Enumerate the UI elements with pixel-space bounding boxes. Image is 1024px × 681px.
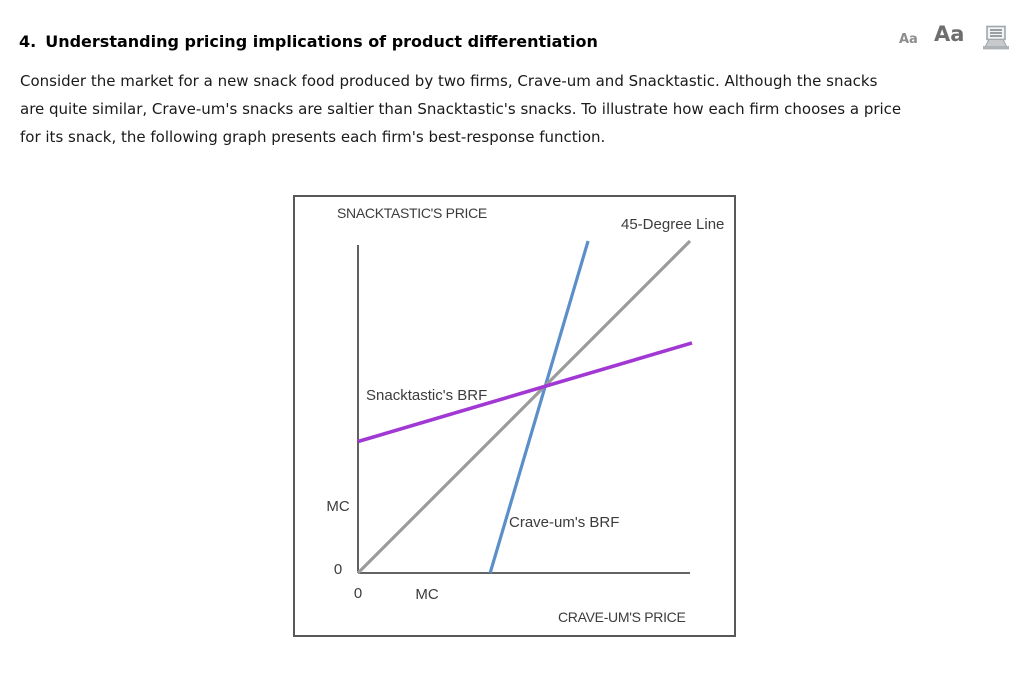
intro-line: Consider the market for a new snack food… — [20, 72, 878, 90]
printer-icon — [983, 25, 1009, 50]
intro-line: are quite similar, Crave-um's snacks are… — [20, 99, 902, 118]
print-button[interactable] — [981, 25, 1011, 51]
y-axis-title: SNACKTASTIC'S PRICE — [337, 205, 487, 221]
line-label-snacktastic-brf: Snacktastic's BRF — [366, 387, 488, 404]
question-title: 4. Understanding pricing implications of… — [19, 33, 598, 51]
line-label-45-degree: 45-Degree Line — [621, 216, 725, 233]
x-axis-zero-label: 0 — [353, 585, 363, 602]
question-title-text: Understanding pricing implications of pr… — [45, 32, 598, 51]
line-45-degree — [356, 239, 692, 575]
y-axis-mc-label: MC — [326, 498, 350, 515]
decrease-text-size-button[interactable]: Aa — [899, 32, 918, 47]
y-axis-zero-label: 0 — [333, 561, 343, 578]
line-craveum-brf — [488, 240, 590, 574]
best-response-graph-panel: SNACKTASTIC'S PRICE 45-Degree Line Snack… — [293, 195, 736, 637]
x-axis-title: CRAVE-UM'S PRICE — [558, 609, 686, 625]
line-snacktastic-brf — [357, 341, 693, 444]
graph-plot — [356, 239, 693, 575]
intro-line: for its snack, the following graph prese… — [20, 127, 606, 146]
question-number: 4. — [19, 32, 37, 51]
line-label-craveum-brf: Crave-um's BRF — [509, 514, 620, 531]
question-intro: Consider the market for a new snack food… — [20, 68, 901, 151]
increase-text-size-button[interactable]: Aa — [934, 22, 965, 46]
x-axis-mc-label: MC — [415, 586, 439, 603]
